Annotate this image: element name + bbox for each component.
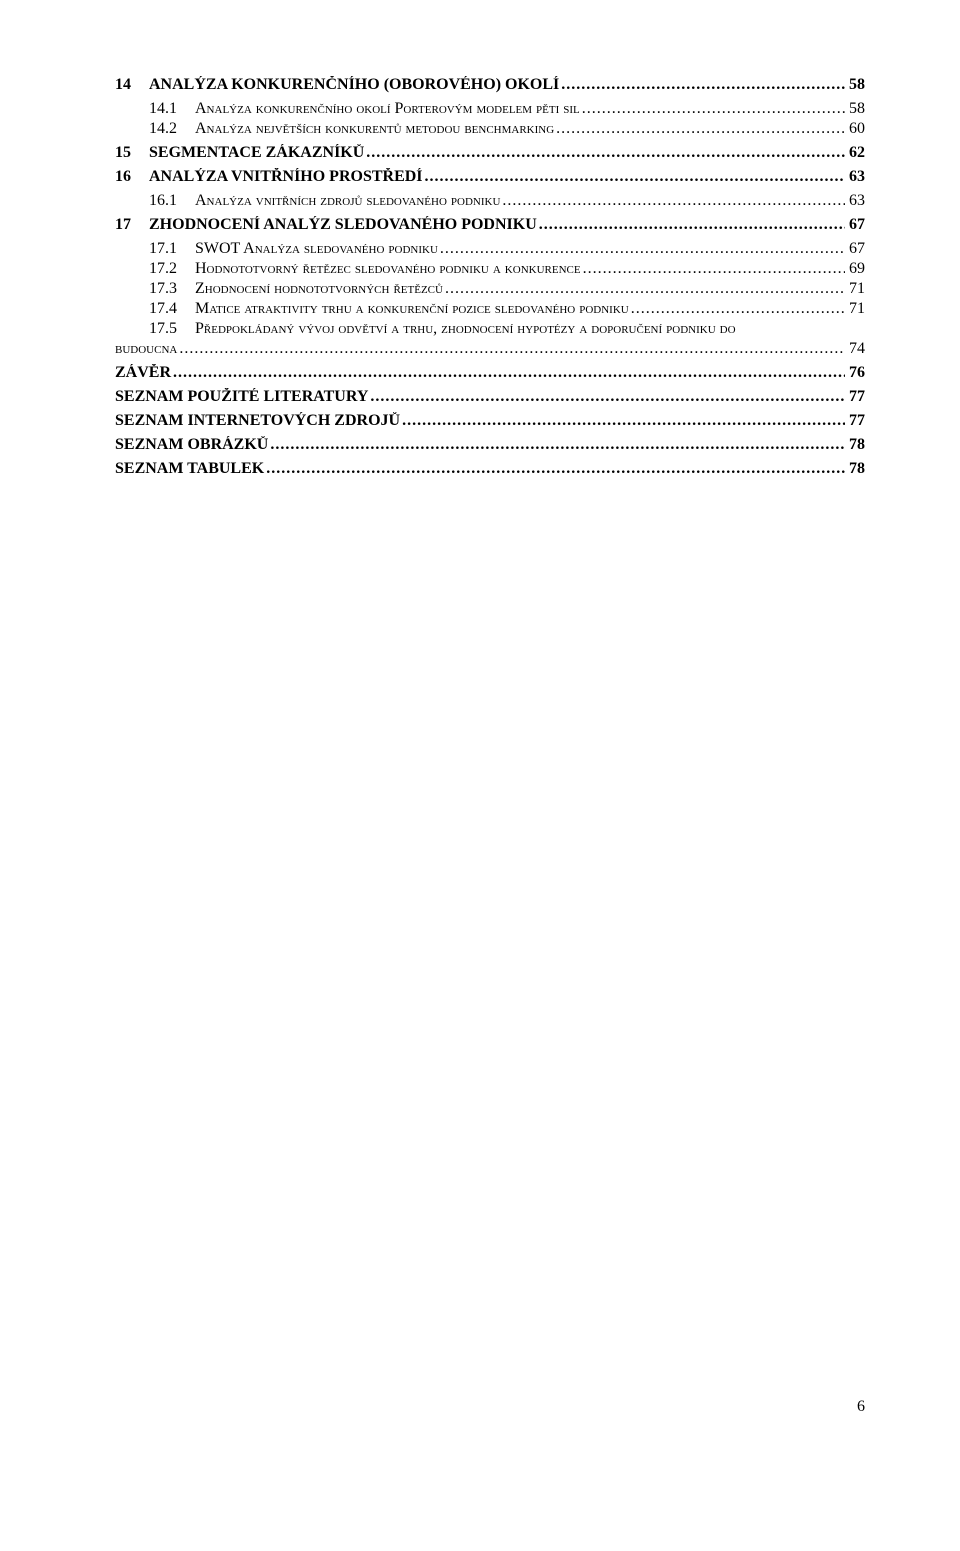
toc-entry: SEZNAM OBRÁZKŮ 78	[115, 436, 865, 454]
table-of-contents: 14ANALÝZA KONKURENČNÍHO (OBOROVÉHO) OKOL…	[115, 76, 865, 478]
toc-entry-label: budoucna	[115, 340, 177, 358]
toc-page-number: 63	[845, 192, 865, 210]
toc-leader	[177, 340, 845, 358]
toc-entry: 17.3Zhodnocení hodnototvorných řetězců 71	[149, 280, 865, 298]
toc-entry-label: SEZNAM OBRÁZKŮ	[115, 436, 268, 454]
toc-entry: SEZNAM INTERNETOVÝCH ZDROJŮ 77	[115, 412, 865, 430]
toc-page-number: 69	[845, 260, 865, 278]
toc-leader	[629, 300, 845, 318]
toc-entry-label: SEZNAM TABULEK	[115, 460, 264, 478]
toc-leader	[364, 144, 845, 162]
toc-leader	[537, 216, 845, 234]
toc-entry-label: 14.2Analýza největších konkurentů metodo…	[149, 120, 554, 138]
toc-entry-label: SEZNAM POUŽITÉ LITERATURY	[115, 388, 368, 406]
toc-leader	[554, 120, 845, 138]
toc-entry-label: 17.4Matice atraktivity trhu a konkurenčn…	[149, 300, 629, 318]
toc-leader	[438, 240, 845, 258]
toc-entry: 14ANALÝZA KONKURENČNÍHO (OBOROVÉHO) OKOL…	[115, 76, 865, 94]
toc-page-number: 58	[845, 76, 865, 94]
toc-entry: 14.1Analýza konkurenčního okolí Porterov…	[149, 100, 865, 118]
toc-entry: 17.5Předpokládaný vývoj odvětví a trhu, …	[149, 320, 865, 338]
toc-page-number: 71	[845, 280, 865, 298]
toc-entry: 16ANALÝZA VNITŘNÍHO PROSTŘEDÍ 63	[115, 168, 865, 186]
toc-entry: 17.4Matice atraktivity trhu a konkurenčn…	[149, 300, 865, 318]
toc-leader	[171, 364, 845, 382]
toc-entry-label: 14.1Analýza konkurenčního okolí Porterov…	[149, 100, 580, 118]
toc-leader	[268, 436, 845, 454]
toc-leader	[581, 260, 845, 278]
toc-entry-label: 17ZHODNOCENÍ ANALÝZ SLEDOVANÉHO PODNIKU	[115, 216, 537, 234]
toc-page-number: 63	[845, 168, 865, 186]
toc-entry: 16.1Analýza vnitřních zdrojů sledovaného…	[149, 192, 865, 210]
toc-entry: ZÁVĚR 76	[115, 364, 865, 382]
toc-leader	[400, 412, 845, 430]
toc-entry: 17ZHODNOCENÍ ANALÝZ SLEDOVANÉHO PODNIKU 6…	[115, 216, 865, 234]
toc-leader	[500, 192, 845, 210]
toc-leader	[423, 168, 845, 186]
toc-page-number: 78	[845, 460, 865, 478]
toc-page-number: 74	[845, 340, 865, 358]
toc-page-number: 78	[845, 436, 865, 454]
toc-entry-label: 17.5Předpokládaný vývoj odvětví a trhu, …	[149, 320, 736, 338]
toc-page-number: 58	[845, 100, 865, 118]
toc-entry: 15SEGMENTACE ZÁKAZNÍKŮ 62	[115, 144, 865, 162]
toc-entry-label: 16ANALÝZA VNITŘNÍHO PROSTŘEDÍ	[115, 168, 423, 186]
toc-leader	[580, 100, 845, 118]
toc-leader	[264, 460, 845, 478]
page-number: 6	[115, 1398, 865, 1416]
toc-page-number: 71	[845, 300, 865, 318]
toc-entry: SEZNAM TABULEK 78	[115, 460, 865, 478]
toc-leader	[559, 76, 845, 94]
toc-leader	[443, 280, 845, 298]
toc-page-number: 76	[845, 364, 865, 382]
toc-entry-label: 17.1SWOT Analýza sledovaného podniku	[149, 240, 438, 258]
toc-entry-label: 15SEGMENTACE ZÁKAZNÍKŮ	[115, 144, 364, 162]
toc-entry: 17.1SWOT Analýza sledovaného podniku 67	[149, 240, 865, 258]
toc-leader	[368, 388, 845, 406]
toc-entry: SEZNAM POUŽITÉ LITERATURY 77	[115, 388, 865, 406]
toc-entry-label: 14ANALÝZA KONKURENČNÍHO (OBOROVÉHO) OKOL…	[115, 76, 559, 94]
toc-page-number: 60	[845, 120, 865, 138]
toc-page-number: 67	[845, 216, 865, 234]
toc-entry-label: 17.2Hodnototvorný řetězec sledovaného po…	[149, 260, 581, 278]
toc-entry-label: 17.3Zhodnocení hodnototvorných řetězců	[149, 280, 443, 298]
toc-page-number: 77	[845, 388, 865, 406]
toc-page-number: 67	[845, 240, 865, 258]
toc-page-number: 77	[845, 412, 865, 430]
toc-entry: 17.2Hodnototvorný řetězec sledovaného po…	[149, 260, 865, 278]
toc-entry: 14.2Analýza největších konkurentů metodo…	[149, 120, 865, 138]
toc-entry-label: SEZNAM INTERNETOVÝCH ZDROJŮ	[115, 412, 400, 430]
toc-page-number: 62	[845, 144, 865, 162]
toc-entry-continuation: budoucna 74	[115, 340, 865, 358]
toc-entry-label: 16.1Analýza vnitřních zdrojů sledovaného…	[149, 192, 500, 210]
toc-entry-label: ZÁVĚR	[115, 364, 171, 382]
